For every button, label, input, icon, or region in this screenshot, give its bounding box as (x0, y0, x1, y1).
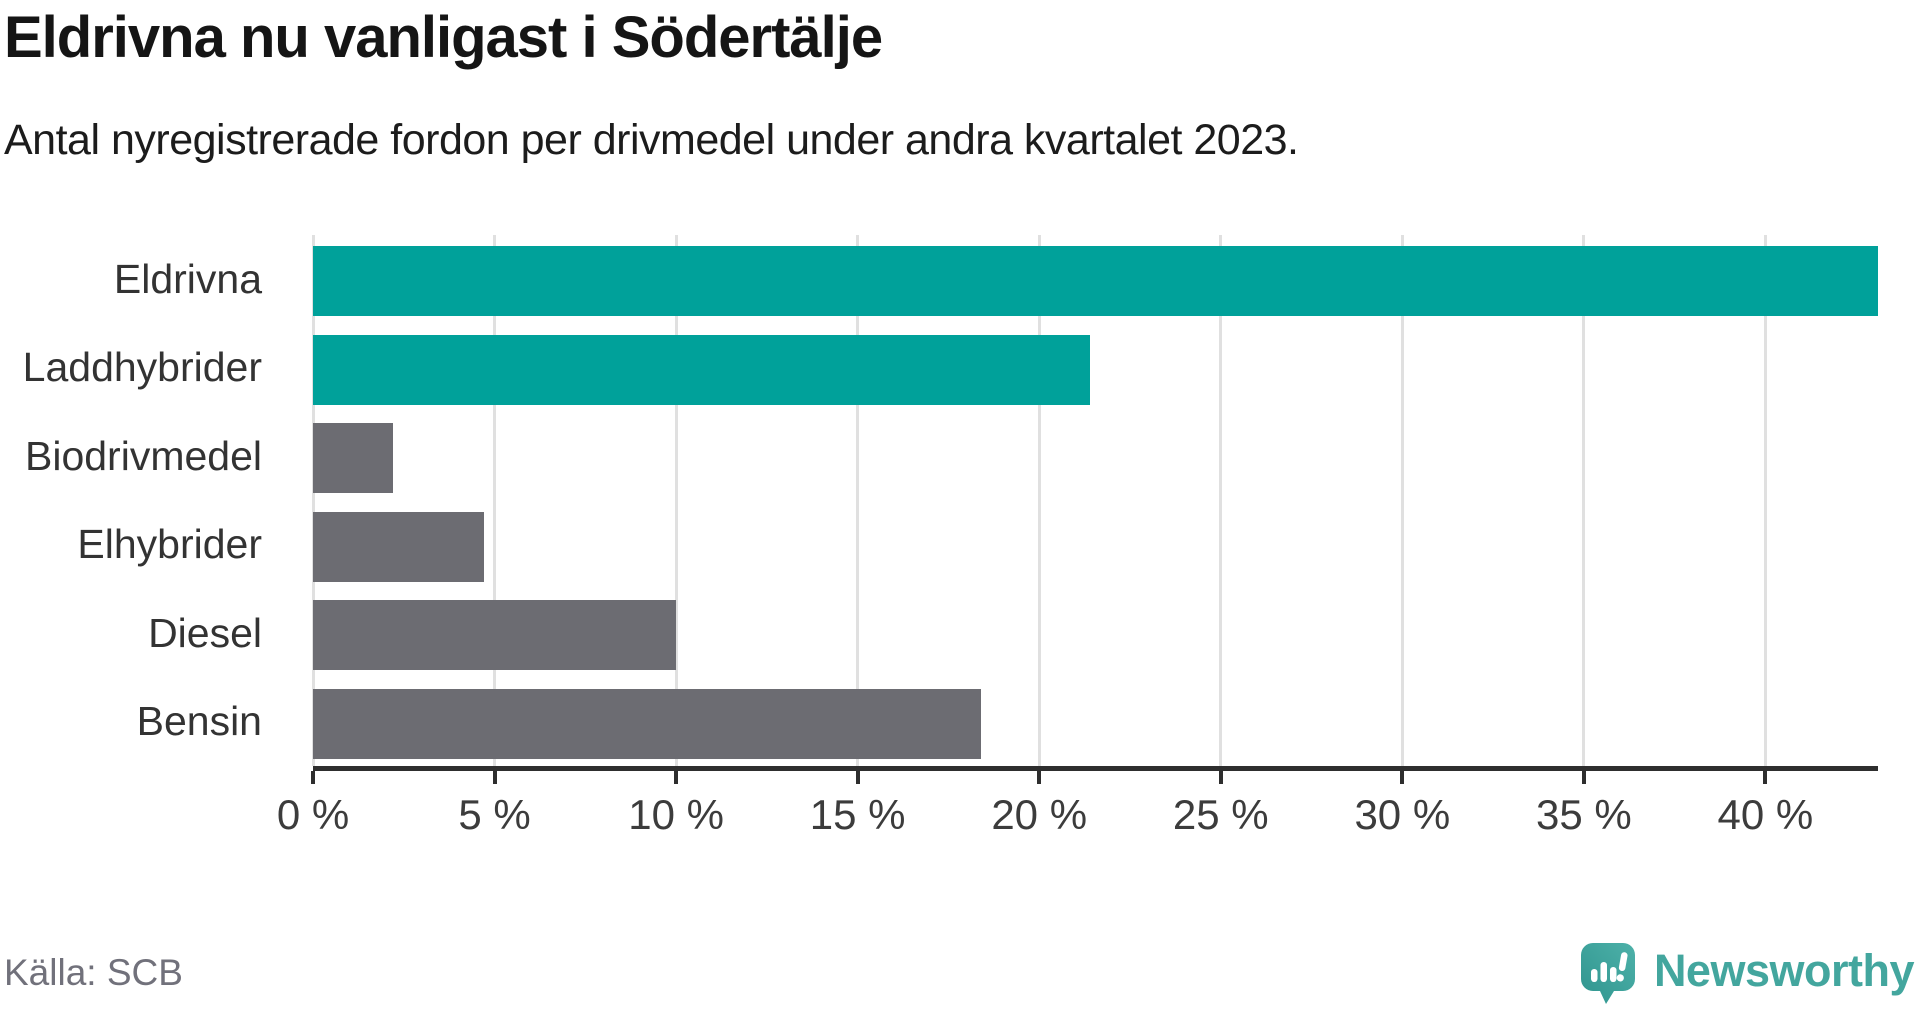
x-tick-mark (855, 771, 860, 784)
x-tick-label: 25 % (1172, 791, 1269, 838)
source-note: Källa: SCB (4, 952, 183, 993)
bar-diesel (313, 600, 677, 670)
gridline (856, 235, 860, 766)
bar-eldrivna (313, 246, 1878, 316)
x-tick-mark (1581, 771, 1586, 784)
gridline (1582, 235, 1586, 766)
gridline (493, 235, 497, 766)
x-tick-label: 30 % (1354, 791, 1451, 838)
x-tick-label: 5 % (458, 791, 531, 838)
bar-biodrivmedel (313, 423, 393, 493)
category-label-laddhybrider: Laddhybrider (22, 344, 262, 391)
gridline (1400, 235, 1404, 766)
x-axis-line (313, 766, 1878, 771)
category-label-biodrivmedel: Biodrivmedel (25, 432, 262, 479)
x-tick-label: 15 % (809, 791, 906, 838)
gridline (311, 235, 315, 766)
category-label-bensin: Bensin (136, 698, 262, 745)
chart-title: Eldrivna nu vanligast i Södertälje (4, 5, 883, 70)
newsworthy-bubble-chart-icon (1580, 942, 1636, 1006)
bar-elhybrider (313, 511, 484, 582)
x-tick-label: 20 % (991, 791, 1088, 838)
gridline (1219, 235, 1223, 766)
x-tick-label: 10 % (628, 791, 724, 838)
x-tick-label: 40 % (1717, 791, 1814, 838)
x-tick-mark (1763, 771, 1768, 784)
category-label-eldrivna: Eldrivna (113, 255, 262, 302)
brand-logo: Newsworthy (1580, 938, 1915, 1010)
x-tick-mark (311, 771, 315, 784)
gridline (1037, 235, 1041, 766)
x-tick-label: 35 % (1536, 791, 1632, 838)
category-label-diesel: Diesel (148, 609, 262, 656)
x-tick-mark (1037, 771, 1042, 784)
x-tick-mark (1400, 771, 1405, 784)
x-tick-label: 0 % (276, 791, 350, 838)
category-axis: Eldrivna Laddhybrider Biodrivmedel Elhybrid… (0, 235, 290, 766)
plot-area: 0 % 5 % 10 % 15 % 20 % 25 % 30 % 35 % 40 % (277, 235, 1878, 838)
x-tick-mark (1218, 771, 1223, 784)
gridline (1763, 235, 1767, 766)
chart-subtitle: Antal nyregistrerade fordon per drivmede… (4, 116, 1299, 164)
brand-wordmark: Newsworthy (1653, 945, 1915, 996)
gridline (674, 235, 678, 766)
x-tick-mark (674, 771, 679, 784)
bar-laddhybrider (313, 334, 1091, 405)
x-tick-mark (492, 771, 497, 784)
bar-bensin (313, 688, 982, 759)
category-label-elhybrider: Elhybrider (77, 521, 262, 568)
